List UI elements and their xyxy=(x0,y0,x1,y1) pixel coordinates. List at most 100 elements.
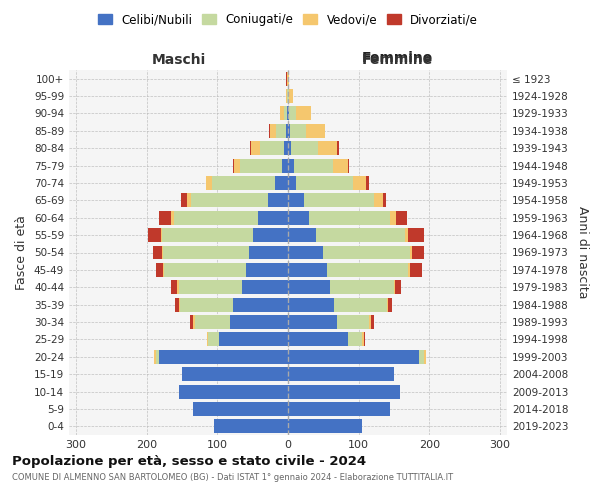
Bar xyxy=(161,246,163,260)
Bar xyxy=(288,176,296,190)
Bar xyxy=(172,211,173,224)
Bar xyxy=(288,332,348,346)
Bar xyxy=(296,176,353,190)
Bar xyxy=(275,176,288,190)
Bar xyxy=(173,211,259,224)
Text: Femmine: Femmine xyxy=(362,50,433,64)
Bar xyxy=(305,124,325,138)
Bar xyxy=(154,350,156,364)
Bar xyxy=(304,194,374,207)
Bar xyxy=(175,298,179,312)
Bar xyxy=(287,72,288,86)
Bar xyxy=(163,263,164,277)
Bar xyxy=(317,142,337,155)
Bar xyxy=(362,332,364,346)
Bar xyxy=(287,106,288,120)
Bar xyxy=(288,72,289,86)
Bar xyxy=(316,228,404,242)
Bar xyxy=(245,263,288,277)
Bar xyxy=(195,315,230,329)
Bar xyxy=(269,124,271,138)
Bar xyxy=(337,142,339,155)
Bar xyxy=(179,298,180,312)
Bar xyxy=(410,246,412,260)
Bar xyxy=(249,246,288,260)
Bar xyxy=(332,158,348,172)
Bar xyxy=(240,158,283,172)
Bar xyxy=(268,194,288,207)
Text: Popolazione per età, sesso e stato civile - 2024: Popolazione per età, sesso e stato civil… xyxy=(12,455,366,468)
Bar xyxy=(348,158,349,172)
Bar xyxy=(374,194,383,207)
Bar xyxy=(323,246,410,260)
Bar xyxy=(271,124,276,138)
Bar xyxy=(391,211,396,224)
Bar xyxy=(179,280,242,294)
Bar xyxy=(288,158,293,172)
Bar xyxy=(193,402,288,416)
Bar xyxy=(190,315,193,329)
Y-axis label: Fasce di età: Fasce di età xyxy=(16,215,28,290)
Bar xyxy=(288,211,309,224)
Bar xyxy=(309,211,391,224)
Bar xyxy=(156,263,163,277)
Bar xyxy=(288,142,291,155)
Bar xyxy=(153,246,161,260)
Bar xyxy=(424,350,426,364)
Bar xyxy=(369,315,371,329)
Bar xyxy=(284,106,287,120)
Bar xyxy=(366,176,369,190)
Bar xyxy=(291,142,317,155)
Bar xyxy=(163,246,249,260)
Bar xyxy=(394,280,395,294)
Bar xyxy=(156,350,160,364)
Bar xyxy=(290,124,305,138)
Bar xyxy=(162,228,253,242)
Bar xyxy=(280,106,284,120)
Bar xyxy=(337,315,369,329)
Bar xyxy=(181,194,187,207)
Bar xyxy=(288,315,337,329)
Bar xyxy=(419,350,424,364)
Bar xyxy=(296,106,311,120)
Bar xyxy=(287,89,288,103)
Bar xyxy=(408,263,410,277)
Bar xyxy=(396,211,407,224)
Bar xyxy=(214,420,288,434)
Bar xyxy=(286,89,287,103)
Bar xyxy=(331,280,394,294)
Bar xyxy=(395,280,401,294)
Bar xyxy=(288,194,304,207)
Text: Femmine: Femmine xyxy=(362,52,433,66)
Bar xyxy=(288,228,316,242)
Bar xyxy=(286,124,288,138)
Bar xyxy=(206,176,212,190)
Bar xyxy=(371,315,374,329)
Bar xyxy=(410,263,422,277)
Bar xyxy=(242,280,288,294)
Bar xyxy=(260,142,284,155)
Bar xyxy=(288,124,290,138)
Bar xyxy=(288,89,289,103)
Bar xyxy=(288,298,334,312)
Bar xyxy=(207,332,208,346)
Bar xyxy=(293,158,332,172)
Bar xyxy=(286,72,287,86)
Bar xyxy=(187,194,191,207)
Bar xyxy=(404,228,408,242)
Bar xyxy=(353,176,366,190)
Bar xyxy=(288,106,289,120)
Bar xyxy=(288,402,391,416)
Bar xyxy=(288,350,419,364)
Bar xyxy=(191,194,268,207)
Bar xyxy=(288,420,362,434)
Bar xyxy=(193,315,195,329)
Bar xyxy=(219,332,288,346)
Bar xyxy=(172,280,177,294)
Bar xyxy=(334,298,387,312)
Text: Maschi: Maschi xyxy=(151,52,206,66)
Bar xyxy=(233,158,235,172)
Bar xyxy=(387,298,388,312)
Bar xyxy=(283,158,288,172)
Bar xyxy=(164,263,245,277)
